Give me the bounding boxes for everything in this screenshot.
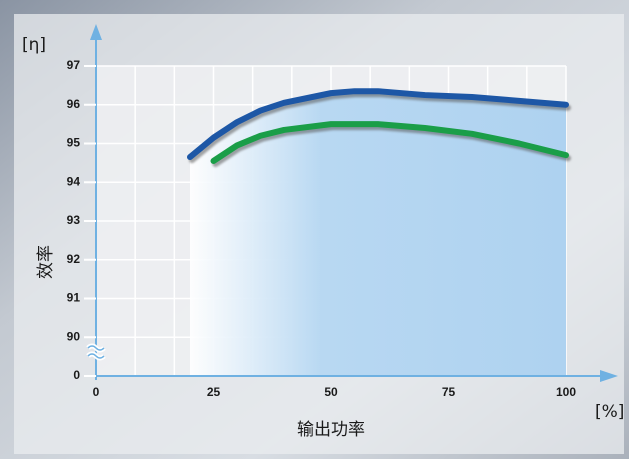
- x-tick-label: 0: [93, 385, 100, 399]
- y-tick-label: 97: [67, 58, 81, 72]
- series-line: [187, 88, 569, 161]
- y-tick-label: 95: [67, 136, 81, 150]
- y-unit: [η]: [22, 35, 46, 55]
- series-line: [210, 121, 569, 164]
- x-tick-label: 100: [556, 385, 576, 399]
- x-tick-label: 75: [442, 385, 456, 399]
- y-tick-label: 93: [67, 213, 81, 227]
- x-axis-label: 输出功率: [297, 420, 365, 440]
- x-tick-label: 25: [207, 385, 221, 399]
- y-tick-label: 0: [73, 368, 80, 382]
- y-tick-label: 96: [67, 97, 81, 111]
- marks: [187, 88, 569, 376]
- x-axis-arrow: [600, 370, 618, 382]
- area: [190, 91, 566, 376]
- y-axis-arrow: [90, 24, 102, 40]
- y-tick-label: 94: [67, 174, 81, 188]
- x-tick-label: 50: [324, 385, 338, 399]
- y-axis-label: 效率: [36, 245, 56, 279]
- axis-break: [87, 345, 105, 359]
- y-tick-label: 91: [67, 291, 81, 305]
- y-tick-label: 92: [67, 252, 81, 266]
- x-unit: [%]: [595, 402, 624, 422]
- axes: 0 90 91 92 93 94 95 96 97 0 25 50 75 100: [67, 24, 618, 399]
- y-tick-label: 90: [67, 329, 81, 343]
